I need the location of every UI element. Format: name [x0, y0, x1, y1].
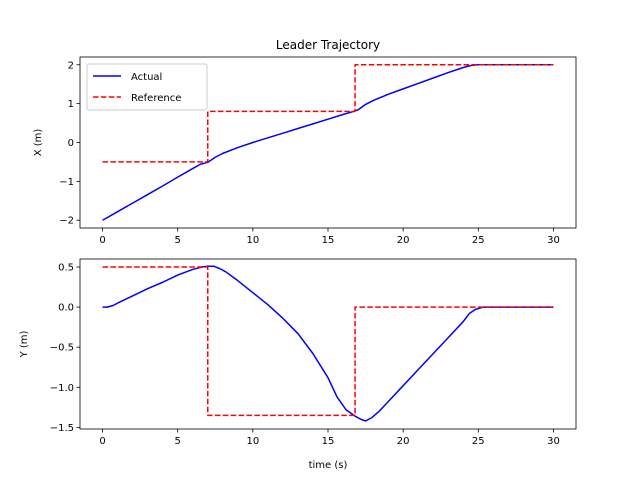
x-tick-label: 10 [246, 436, 259, 447]
bottom-ticks: 0 5 10 15 20 25 30 −1.5 −1.0 −0.5 0.0 0.5 [50, 263, 560, 447]
series-line-actual [102, 265, 554, 422]
x-tick-label: 10 [246, 235, 259, 246]
x-tick-label: 20 [397, 235, 410, 246]
top-subplot: Leader Trajectory 0 5 10 15 20 25 30 −2 −1 0 1 2 X … [33, 38, 577, 246]
series-line-reference [102, 266, 554, 417]
x-tick-label: 0 [99, 436, 105, 447]
x-tick-label: 25 [472, 235, 485, 246]
series-group [102, 265, 554, 422]
y-tick-label: 2 [68, 60, 74, 71]
top-y-axis-label: X (m) [33, 129, 44, 157]
x-axis-label: time (s) [309, 460, 348, 471]
chart-title: Leader Trajectory [276, 38, 380, 52]
y-tick-label: −1.0 [50, 383, 74, 394]
x-tick-label: 0 [99, 235, 105, 246]
x-tick-label: 25 [472, 436, 485, 447]
top-ticks: 0 5 10 15 20 25 30 −2 −1 0 1 2 [59, 60, 560, 246]
y-tick-label: 0.0 [58, 303, 74, 314]
x-tick-label: 15 [322, 436, 335, 447]
y-tick-label: −0.5 [50, 343, 74, 354]
y-tick-label: 0.5 [58, 263, 74, 274]
bottom-subplot: 0 5 10 15 20 25 30 −1.5 −1.0 −0.5 0.0 0.5 Y (m) tim… [19, 258, 577, 471]
x-tick-label: 20 [397, 436, 410, 447]
x-tick-label: 15 [322, 235, 335, 246]
x-tick-label: 30 [547, 436, 560, 447]
x-tick-label: 30 [547, 235, 560, 246]
y-tick-label: 1 [68, 99, 74, 110]
series-line-reference [102, 64, 554, 163]
y-tick-label: −2 [59, 216, 74, 227]
legend-reference-label: Reference [131, 93, 181, 104]
legend: Actual Reference [86, 63, 208, 111]
y-tick-label: −1 [59, 177, 74, 188]
bottom-y-axis-label: Y (m) [19, 330, 30, 358]
x-tick-label: 5 [175, 235, 181, 246]
series-group [102, 64, 554, 221]
legend-actual-label: Actual [131, 72, 162, 83]
x-tick-label: 5 [175, 436, 181, 447]
y-tick-label: 0 [68, 138, 74, 149]
y-tick-label: −1.5 [50, 423, 74, 434]
